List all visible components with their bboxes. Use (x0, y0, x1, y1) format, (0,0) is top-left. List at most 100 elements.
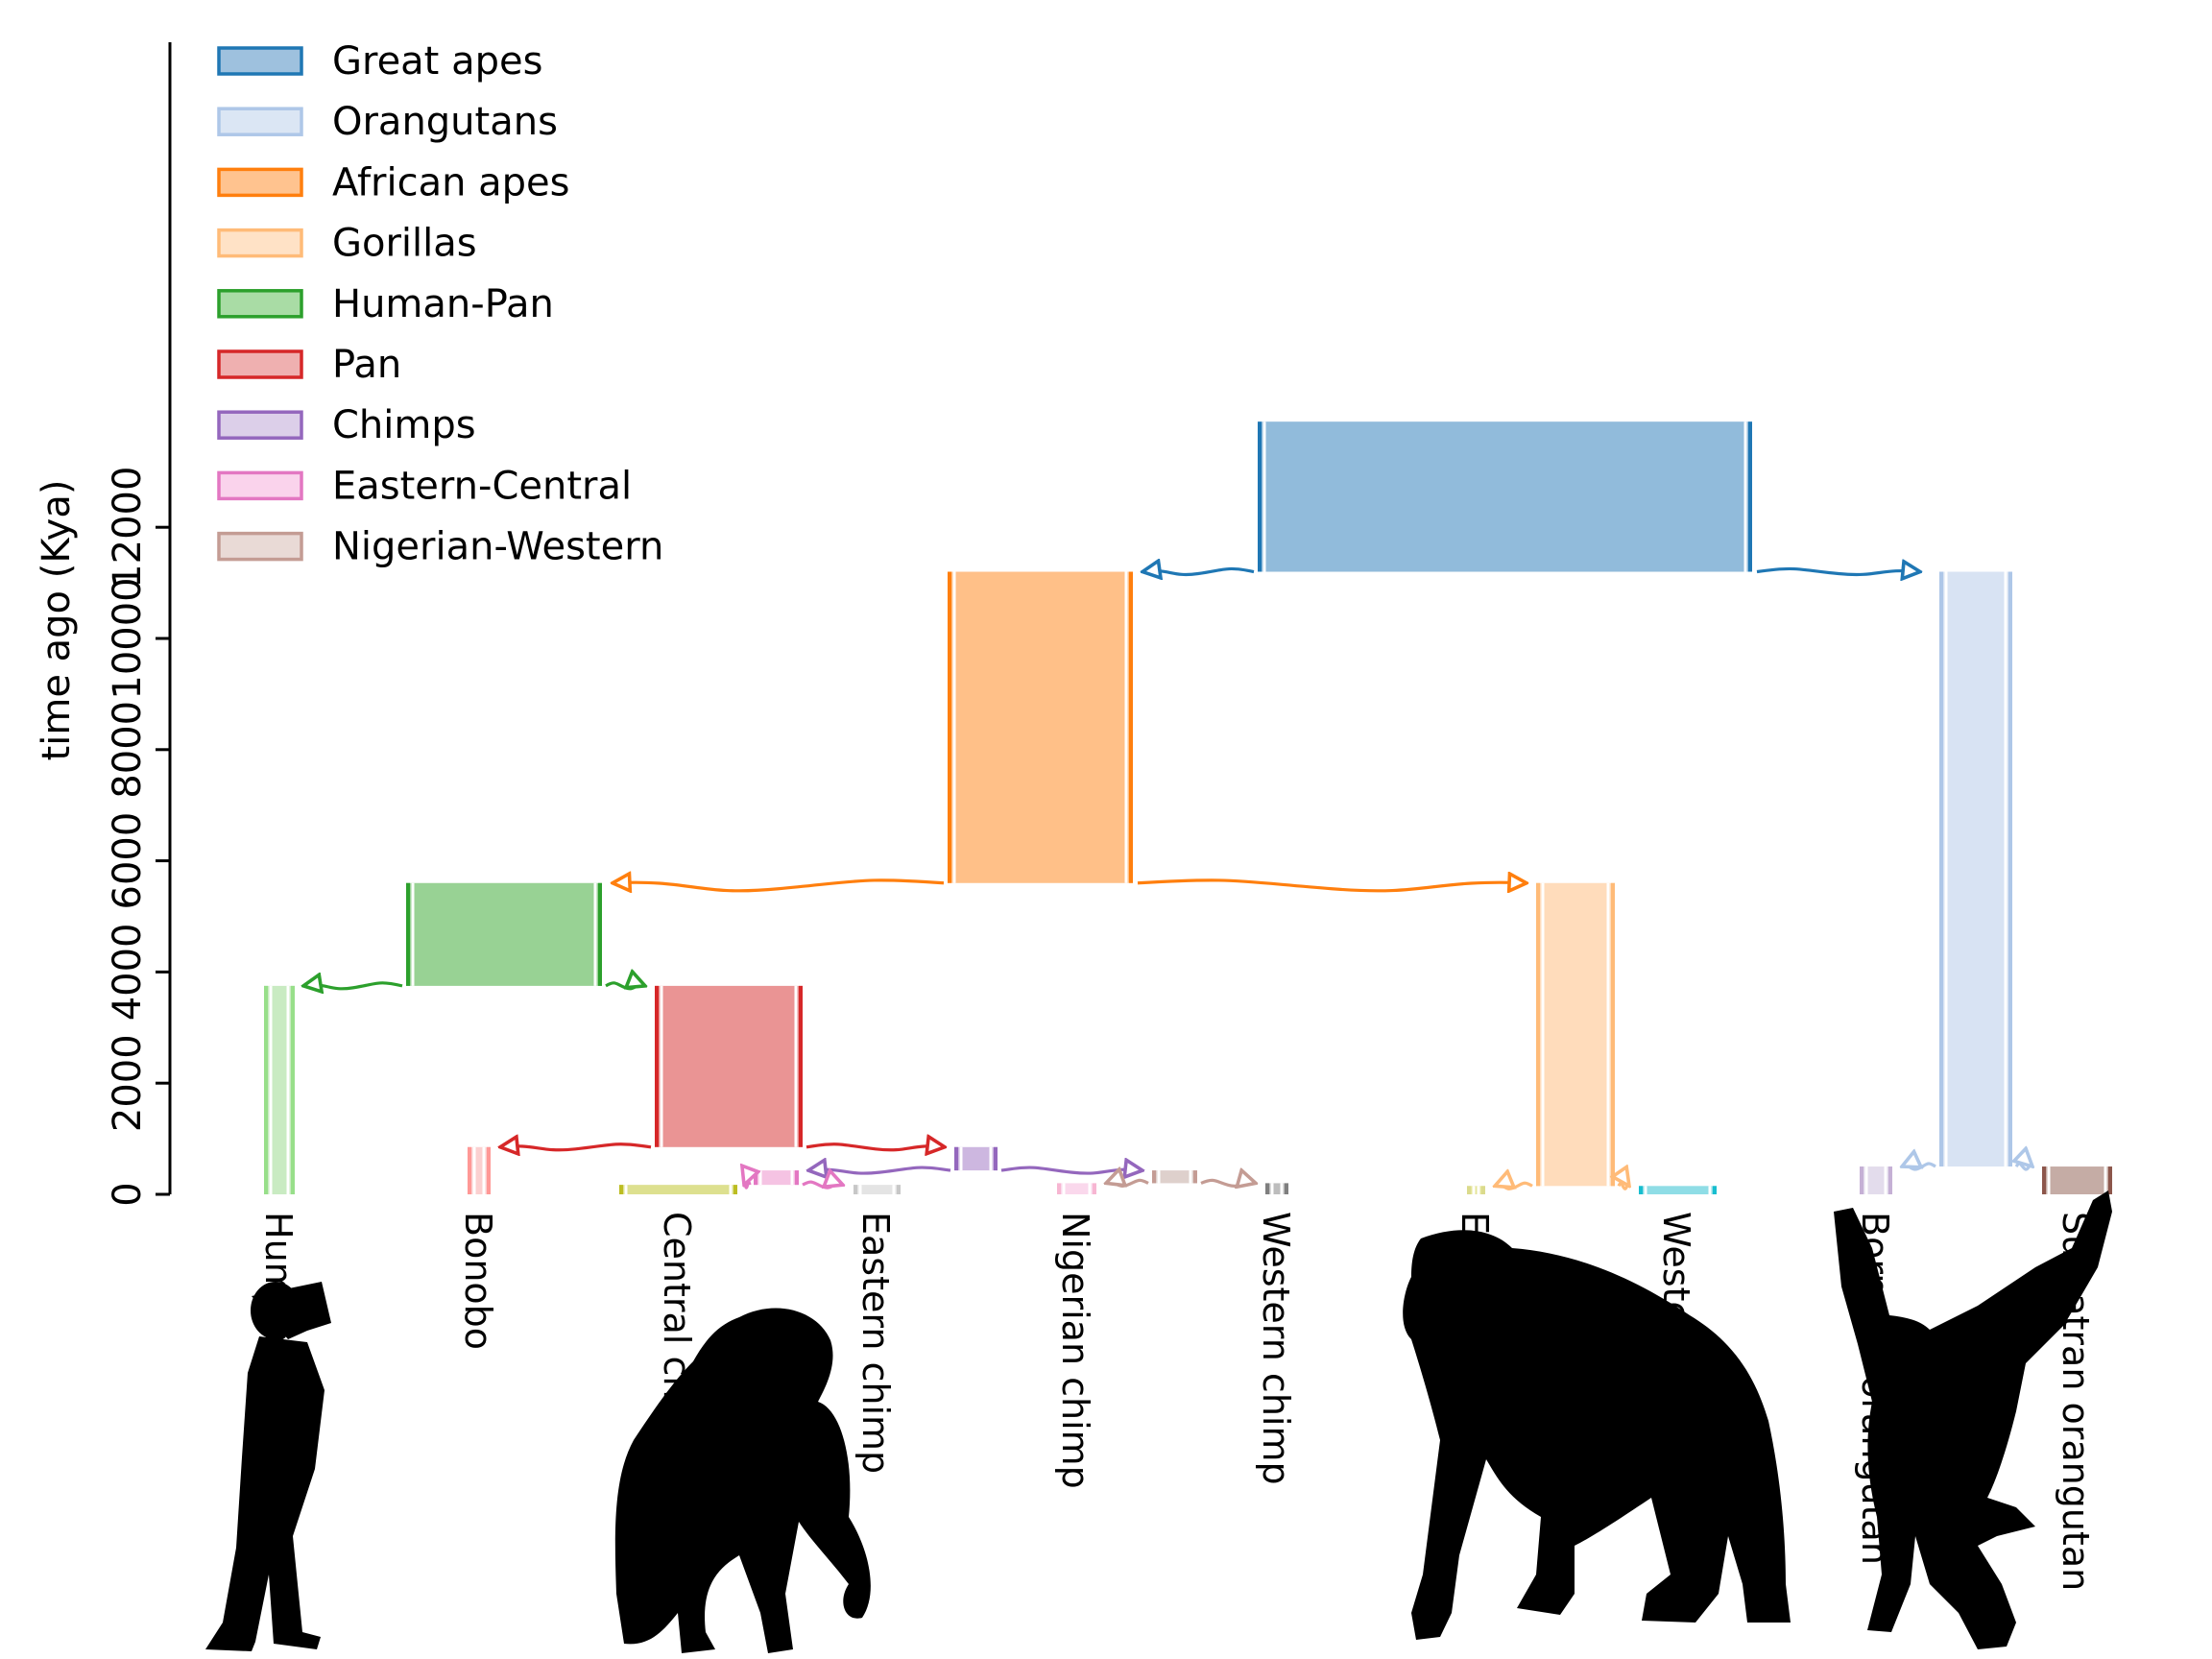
split-arrow (1137, 880, 1527, 891)
deme-human (264, 985, 295, 1194)
y-tick-label: 2000 (106, 1034, 150, 1132)
deme-block (655, 985, 803, 1147)
deme-gorillas (1536, 882, 1615, 1187)
deme-block (1639, 1186, 1717, 1194)
legend-entry: Chimps (217, 403, 476, 447)
population-label: Eastern chimp (854, 1212, 897, 1474)
deme-western_gorilla (1639, 1186, 1717, 1194)
deme-block (1258, 421, 1752, 572)
y-tick-label: 12000 (106, 467, 150, 589)
y-tick-label: 4000 (106, 924, 150, 1022)
deme-eastern_central (754, 1170, 799, 1186)
split-arrow (500, 1144, 652, 1150)
split-arrow (1756, 568, 1920, 574)
y-tick-label: 8000 (106, 701, 150, 799)
split-arrow (1902, 1164, 1936, 1171)
deme-western_chimp (1265, 1183, 1288, 1194)
split-arrow (1142, 568, 1255, 574)
split-arrow (802, 1182, 843, 1190)
legend-label: Orangutans (332, 100, 558, 144)
population-label: Bonobo (457, 1212, 499, 1350)
legend-entry: Human-Pan (217, 282, 554, 326)
deme-bornean_orangutan (1860, 1166, 1892, 1194)
orangutan-silhouette (1834, 1190, 2112, 1649)
deme-block (1057, 1183, 1096, 1194)
split-arrow (1106, 1180, 1149, 1188)
gorilla-silhouette (1403, 1230, 1791, 1640)
deme-nigerian_chimp (1057, 1183, 1096, 1194)
legend-label: Eastern-Central (332, 464, 632, 508)
split-arrow (605, 983, 645, 991)
deme-block (1939, 571, 2012, 1167)
split-arrow (805, 1144, 945, 1150)
deme-chimps (954, 1146, 998, 1171)
legend-swatch (217, 107, 303, 136)
split-arrow (303, 983, 403, 989)
deme-nigerian_western (1152, 1170, 1197, 1184)
legend-swatch (217, 470, 303, 501)
split-arrow (613, 880, 945, 891)
deme-block (1467, 1186, 1485, 1194)
legend-label: Nigerian-Western (332, 525, 663, 569)
legend-label: Great apes (332, 39, 542, 84)
population-label: Nigerian chimp (1054, 1212, 1096, 1489)
split-arrow (1619, 1183, 1629, 1190)
deme-human_pan (406, 882, 602, 986)
split-arrows (303, 568, 2032, 1190)
deme-block (948, 571, 1133, 883)
legend-swatch (217, 289, 303, 319)
chimp-silhouette (614, 1308, 871, 1653)
legend-entry: Pan (217, 343, 401, 387)
deme-block (1265, 1183, 1288, 1194)
deme-eastern_gorilla (1467, 1186, 1485, 1194)
legend-entry: Great apes (217, 39, 542, 84)
legend-swatch (217, 410, 303, 440)
legend-swatch (217, 531, 303, 562)
deme-block (1860, 1166, 1892, 1194)
split-arrow (2016, 1164, 2032, 1171)
deme-african_apes (948, 571, 1133, 883)
legend-entry: Nigerian-Western (217, 525, 663, 569)
human-silhouette (205, 1282, 331, 1651)
legend-swatch (217, 167, 303, 198)
y-axis-label: time ago (Kya) (35, 480, 79, 761)
deme-central_chimp (619, 1185, 737, 1194)
legend-entry: Orangutans (217, 100, 558, 144)
split-arrow (1000, 1167, 1142, 1173)
legend-entry: Gorillas (217, 222, 477, 266)
deme-great_apes (1258, 421, 1752, 572)
deme-block (1152, 1170, 1197, 1184)
split-arrow (744, 1182, 750, 1190)
deme-block (264, 985, 295, 1194)
legend-label: Gorillas (332, 222, 477, 266)
legend-label: Chimps (332, 403, 476, 447)
split-arrow (808, 1167, 951, 1173)
legend-entry: African apes (217, 160, 570, 204)
legend-swatch (217, 46, 303, 76)
deme-sumatran_orangutan (2042, 1166, 2112, 1194)
silhouettes (205, 1190, 2112, 1653)
population-labels: Human Bonobo Central chimp Eastern chimp Nig… (257, 1212, 2097, 1591)
legend-label: Pan (332, 343, 401, 387)
deme-bonobo (468, 1146, 491, 1194)
legend: Great apes Orangutans African apes Gorillas… (217, 39, 663, 569)
demes (264, 421, 2112, 1194)
population-label: Western chimp (1255, 1212, 1297, 1485)
split-arrow (1200, 1180, 1256, 1186)
deme-block (754, 1170, 799, 1186)
deme-block (619, 1185, 737, 1194)
legend-entry: Eastern-Central (217, 464, 632, 508)
deme-orangutans (1939, 571, 2012, 1167)
legend-label: Human-Pan (332, 282, 554, 326)
deme-block (406, 882, 602, 986)
deme-block (2042, 1166, 2112, 1194)
legend-label: African apes (332, 160, 570, 204)
legend-swatch (217, 228, 303, 258)
deme-eastern_chimp (854, 1185, 901, 1194)
y-tick-label: 6000 (106, 812, 150, 910)
y-tick-label: 10000 (106, 577, 150, 699)
y-tick-label: 0 (106, 1182, 150, 1206)
split-arrow (1495, 1183, 1533, 1190)
